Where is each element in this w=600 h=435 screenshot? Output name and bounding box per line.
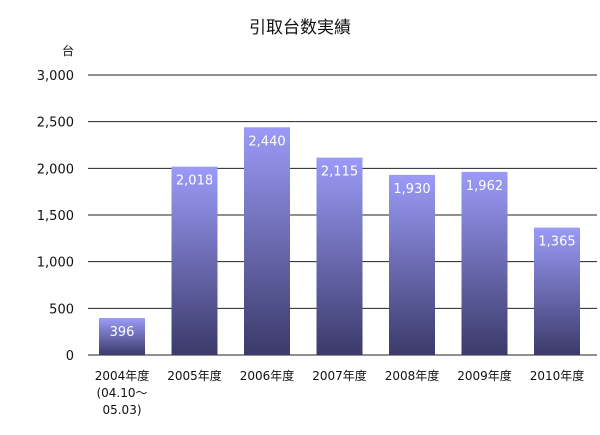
bar [316, 157, 363, 355]
bar [389, 174, 435, 355]
bar [461, 171, 508, 355]
x-tick-label: 2004年度 [95, 368, 150, 383]
y-tick-label: 2,500 [37, 116, 74, 131]
x-tick-label: 2008年度 [385, 368, 440, 383]
bar [99, 318, 145, 355]
x-axis-ticks: 2004年度 (04.10～ 05.03) 2005年度 2006年度 2007年度 200… [95, 368, 585, 417]
bar [244, 127, 290, 356]
y-tick-label: 0 [66, 349, 74, 364]
y-tick-label: 1,500 [37, 209, 74, 224]
y-tick-label: 2,000 [37, 162, 74, 177]
bar [171, 166, 218, 355]
bar [534, 227, 580, 355]
x-tick-label: (04.10～ [96, 386, 147, 400]
x-tick-label: 05.03) [102, 403, 141, 417]
bars [99, 127, 580, 356]
y-axis-ticks: 0 500 1,000 1,500 2,000 2,500 3,000 [37, 69, 74, 364]
bar-value-label: 1,930 [393, 182, 430, 197]
x-tick-label: 2010年度 [530, 368, 585, 383]
bar-value-label: 1,962 [466, 179, 503, 194]
y-tick-label: 3,000 [37, 69, 74, 84]
y-tick-label: 500 [49, 302, 74, 317]
bar-value-label: 396 [110, 325, 135, 340]
bar-value-label: 2,115 [321, 165, 358, 180]
x-tick-label: 2009年度 [457, 368, 512, 383]
x-tick-label: 2005年度 [167, 368, 222, 383]
bar-value-label: 2,440 [248, 134, 285, 149]
x-tick-label: 2006年度 [240, 368, 295, 383]
y-axis-unit-label: 台 [62, 43, 74, 58]
x-tick-label: 2007年度 [312, 368, 367, 383]
value-labels: 396 2,018 2,440 2,115 1,930 1,962 1,365 [110, 134, 576, 340]
y-tick-label: 1,000 [37, 256, 74, 271]
chart-title: 引取台数実績 [249, 18, 351, 38]
bar-value-label: 2,018 [176, 174, 213, 189]
bar-value-label: 1,365 [538, 235, 575, 250]
